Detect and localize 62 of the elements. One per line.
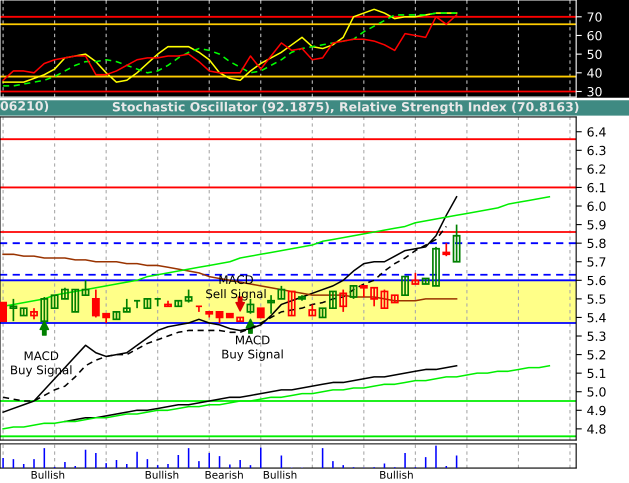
chart-title: Stochastic Oscillator (92.1875), Relative Strength Index (70.8163) (112, 102, 578, 114)
y-tick-label: 5.7 (588, 257, 606, 267)
candlestick (195, 305, 203, 313)
candlestick (82, 279, 90, 296)
candlestick (288, 290, 296, 316)
text: Bullish (32, 470, 64, 479)
candlestick (50, 294, 59, 309)
candlestick (339, 288, 348, 313)
candlestick (0, 302, 8, 322)
candlestick (442, 242, 450, 257)
y-tick-label: 30 (588, 86, 602, 96)
candlestick (267, 294, 275, 315)
candlestick (432, 246, 440, 287)
y-tick-label: 6.0 (587, 201, 606, 211)
annotation: MACD Buy Signal (222, 336, 283, 361)
y-tick-label: 5.1 (588, 368, 606, 378)
y-tick-label: 5.8 (588, 238, 606, 248)
y-tick-label: 5.9 (588, 220, 606, 230)
candlestick (102, 312, 110, 324)
candlestick (370, 286, 378, 308)
candlestick (30, 307, 38, 320)
y-tick-label: 4.8 (587, 424, 606, 434)
candlestick (401, 276, 409, 296)
y-tick-label: 70 (588, 12, 602, 22)
text: 06210) (0, 100, 48, 112)
y-tick-label: 6.3 (587, 146, 606, 156)
y-tick-label: 5.2 (588, 350, 606, 360)
y-tick-label: 40 (587, 68, 602, 78)
candlestick (411, 272, 420, 285)
y-tick-label: 5.5 (588, 294, 606, 304)
text: Bullish (264, 470, 296, 479)
y-tick-label: 5.4 (588, 313, 606, 322)
candlestick (61, 286, 69, 300)
candlestick (308, 304, 316, 316)
y-tick-label: 4.9 (587, 406, 606, 416)
candlestick (328, 290, 337, 309)
candlestick (277, 285, 286, 300)
text: Bullish (146, 470, 178, 479)
candlestick (318, 307, 327, 318)
candlestick (380, 288, 388, 309)
candlestick (452, 224, 461, 263)
candlestick (350, 285, 358, 300)
candlestick (184, 288, 193, 304)
candlestick (112, 311, 120, 320)
y-tick-label: 6.2 (587, 164, 606, 174)
y-tick-label: 50 (588, 50, 602, 60)
candlestick (71, 288, 80, 313)
y-tick-label: 5.6 (588, 276, 606, 286)
y-tick-label: 6.4 (587, 127, 606, 137)
candlestick (122, 298, 131, 313)
candlestick (92, 288, 100, 318)
y-tick-label: 5.3 (588, 331, 606, 341)
candlestick (9, 298, 18, 322)
candlestick (360, 285, 368, 298)
text: Bearish (206, 470, 243, 479)
y-tick-label: 6.1 (587, 182, 606, 192)
y-tick-label: 5.0 (588, 387, 606, 397)
candlestick (256, 307, 265, 318)
candlestick (216, 311, 224, 324)
y-tick-label: 60 (587, 30, 602, 40)
candlestick (143, 298, 152, 309)
text: Bullish (380, 470, 413, 479)
